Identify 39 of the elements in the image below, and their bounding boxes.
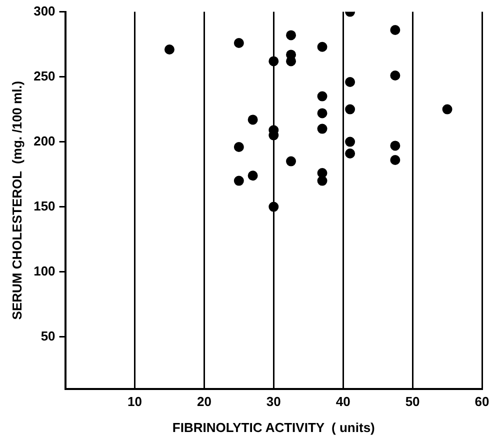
point — [234, 38, 244, 48]
point — [286, 56, 296, 66]
x-tick-label: 10 — [128, 394, 142, 410]
point — [317, 124, 328, 134]
point — [442, 104, 452, 114]
y-tick-label: 200 — [34, 133, 56, 148]
y-axis-title: SERUM CHOLESTEROL (mg. /100 ml.) — [9, 80, 24, 320]
y-tick-label: 50 — [40, 328, 56, 344]
point — [345, 148, 356, 158]
x-tick-label: 40 — [336, 394, 350, 410]
point — [317, 42, 328, 52]
x-axis-title: FIBRINOLYTIC ACTIVITY ( units) — [172, 420, 375, 435]
y-tick-label: 250 — [34, 68, 56, 84]
y-tick-label: 150 — [34, 198, 56, 214]
point — [390, 25, 400, 35]
point — [317, 91, 328, 102]
point — [390, 155, 400, 165]
point — [234, 176, 244, 186]
y-tick-label: 100 — [34, 263, 56, 278]
point — [390, 140, 400, 151]
x-tick-label: 30 — [266, 394, 281, 410]
point — [234, 142, 244, 152]
point — [164, 44, 174, 54]
point — [286, 156, 296, 166]
point — [317, 176, 328, 186]
point — [248, 170, 258, 181]
point — [268, 202, 279, 212]
point — [345, 136, 356, 147]
point — [286, 30, 296, 40]
point — [317, 108, 328, 118]
x-tick-label: 50 — [405, 394, 420, 410]
point — [345, 104, 356, 114]
x-tick-label: 20 — [196, 394, 212, 410]
point — [248, 114, 258, 125]
y-tick-label: 300 — [34, 3, 56, 18]
point — [268, 56, 279, 66]
point — [345, 77, 356, 87]
point — [390, 70, 400, 80]
x-tick-label: 60 — [474, 394, 490, 410]
